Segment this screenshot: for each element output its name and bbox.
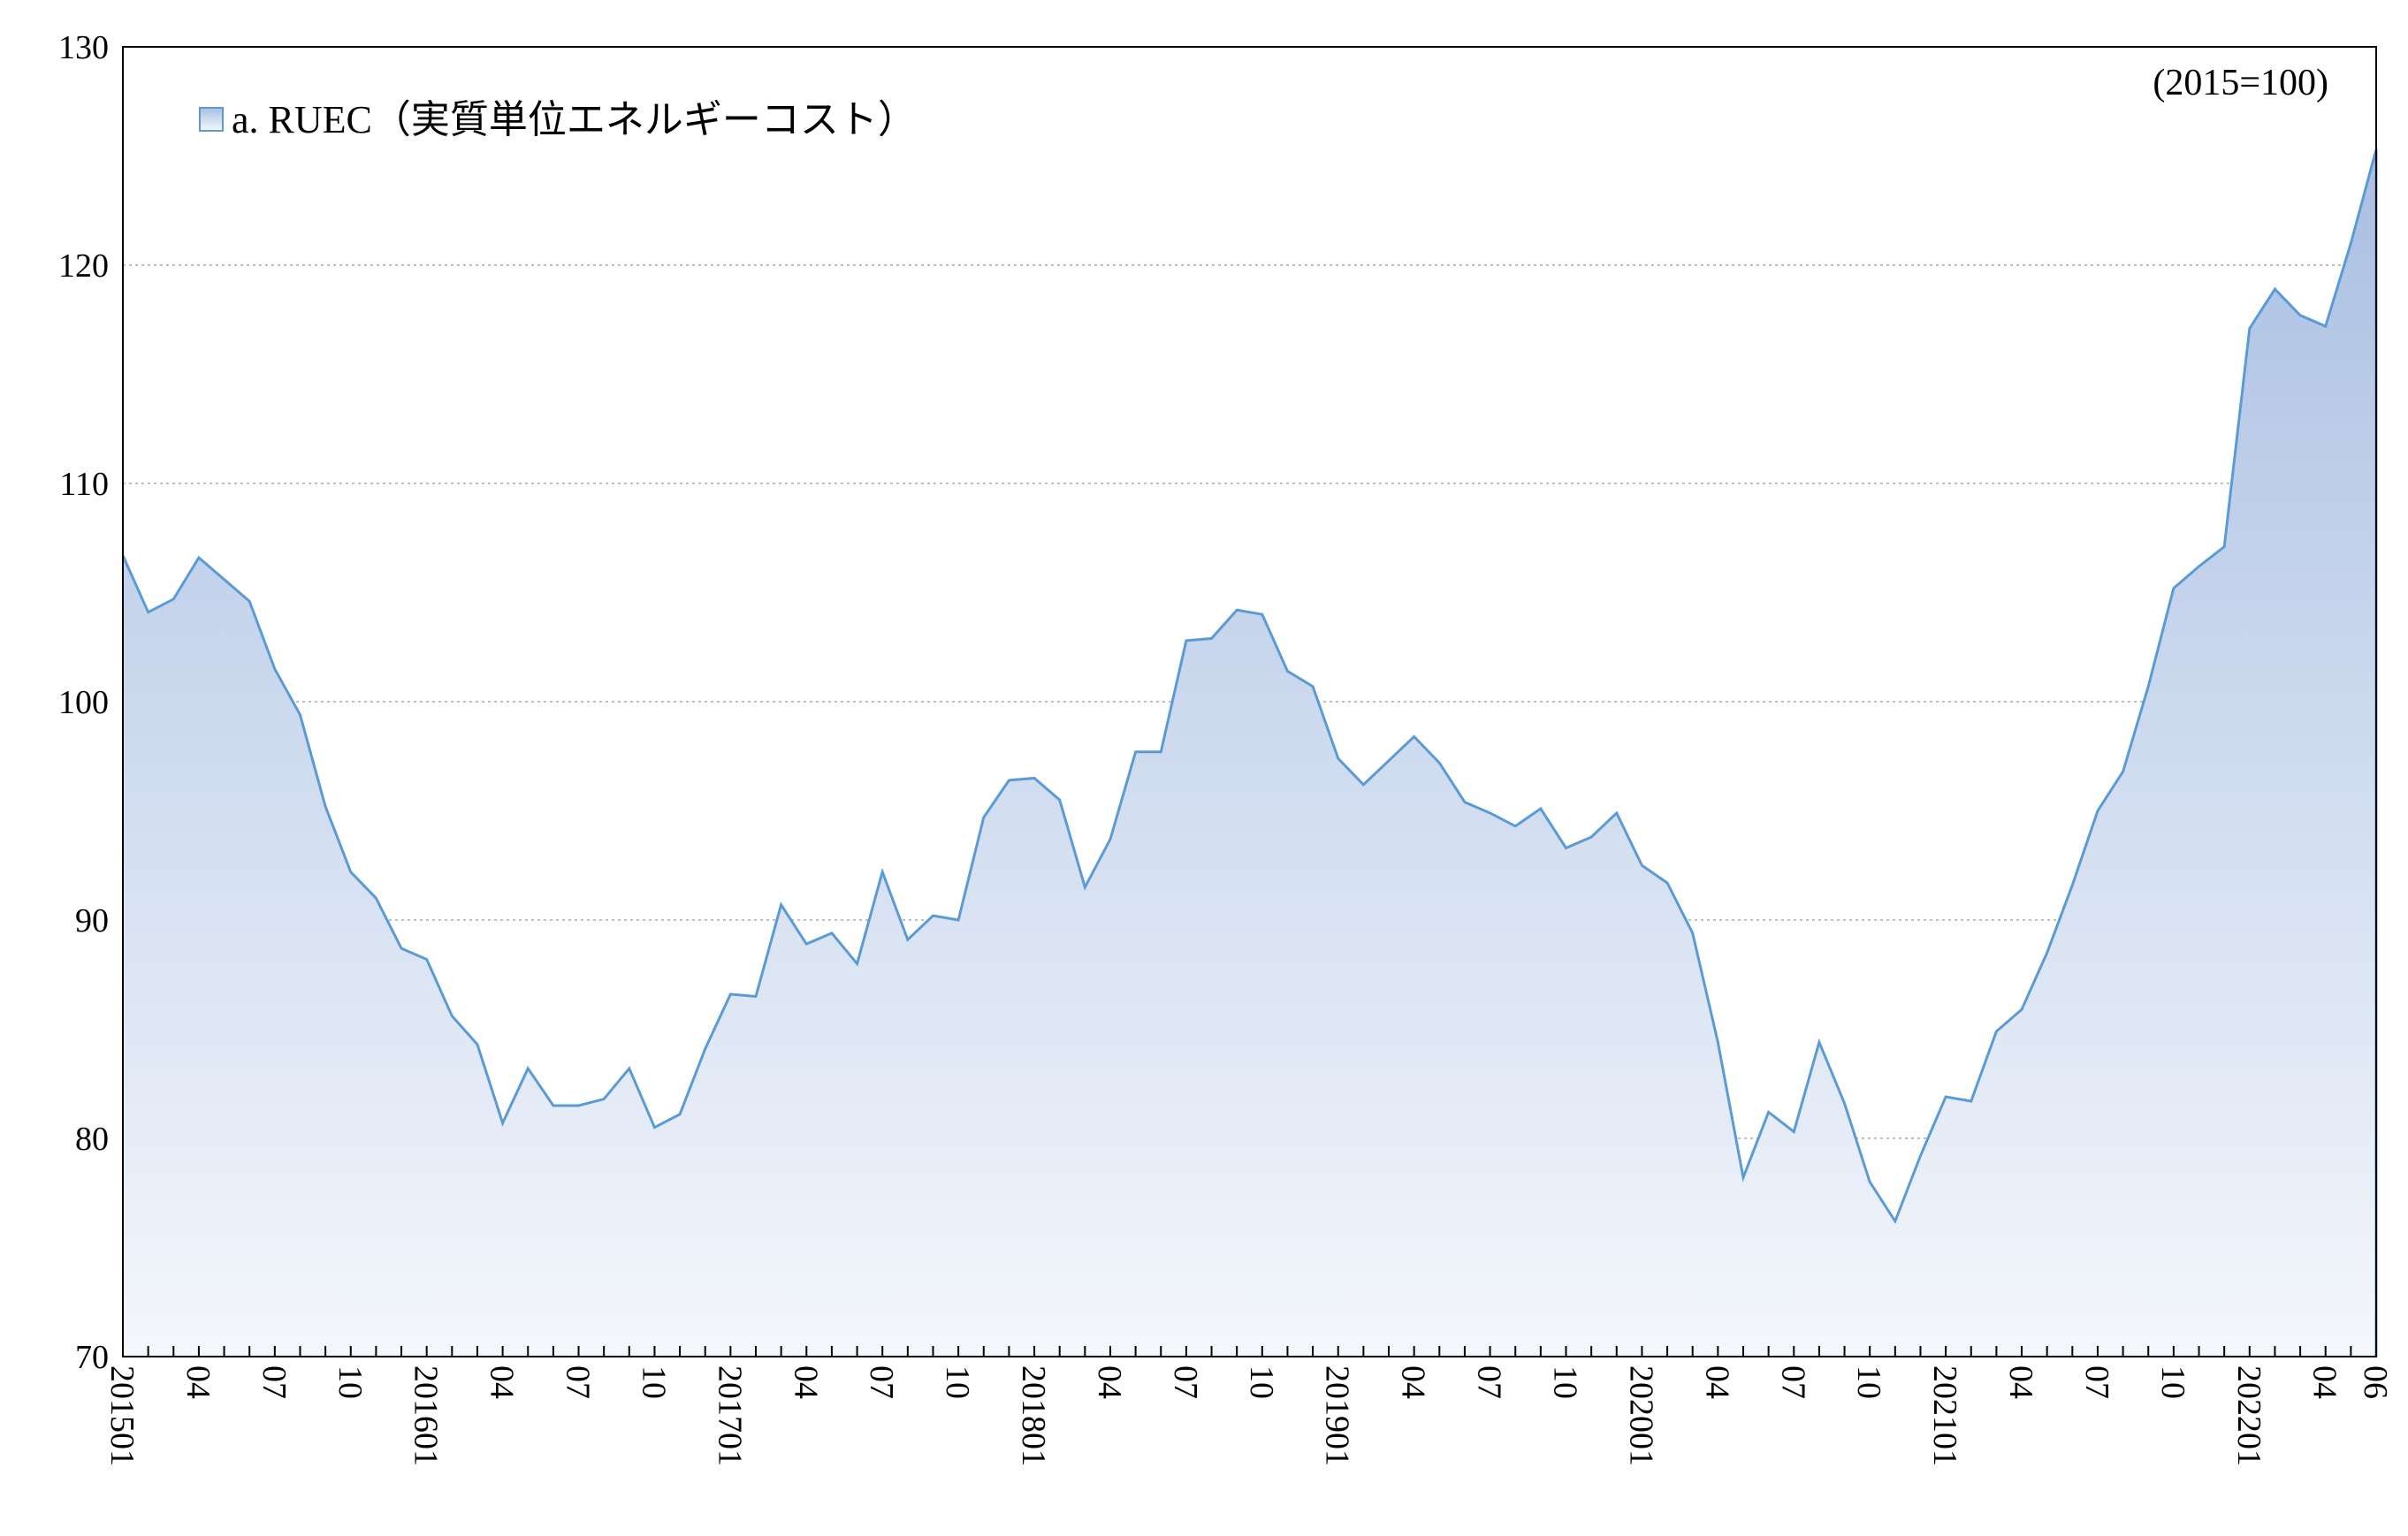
x-tick-label: 201801 (1015, 1365, 1052, 1466)
x-tick-label: 07 (2078, 1365, 2115, 1399)
x-tick-label: 202101 (1926, 1365, 1963, 1466)
y-tick-label: 90 (75, 902, 109, 939)
x-tick-label: 10 (635, 1365, 672, 1399)
x-tick-label: 10 (331, 1365, 369, 1399)
legend-swatch (199, 107, 224, 132)
base-year-note: (2015=100) (2153, 63, 2328, 103)
x-tick-label: 04 (1698, 1365, 1735, 1399)
x-tick-label: 04 (484, 1365, 521, 1399)
x-tick-label: 07 (1167, 1365, 1204, 1399)
x-tick-label: 202001 (1622, 1365, 1659, 1466)
y-axis-labels: 70 80 90 100 110 120 130 (58, 29, 109, 1376)
x-axis-ticks (122, 1346, 2377, 1357)
y-tick-label: 110 (59, 466, 109, 503)
x-tick-label: 04 (2306, 1365, 2343, 1399)
x-tick-label: 201901 (1319, 1365, 1356, 1466)
series-line (121, 148, 2378, 1357)
x-tick-label: 201501 (103, 1365, 141, 1466)
x-axis-labels: 201501 04 07 10 201601 04 07 10 201701 04 07 10 2018… (103, 1365, 2394, 1466)
x-tick-label: 07 (1774, 1365, 1811, 1399)
x-tick-label: 202201 (2230, 1365, 2267, 1466)
series-area-fill (123, 149, 2376, 1357)
legend: a. RUEC（実質単位エネルギーコスト） (199, 98, 917, 141)
x-tick-label: 07 (560, 1365, 597, 1399)
x-tick-label: 04 (2002, 1365, 2039, 1399)
x-tick-label: 06 (2357, 1365, 2394, 1399)
plot-frame (122, 46, 2377, 1357)
legend-label: a. RUEC（実質単位エネルギーコスト） (232, 98, 917, 141)
x-tick-label: 10 (2154, 1365, 2191, 1399)
x-tick-label: 07 (255, 1365, 293, 1399)
x-tick-label: 10 (939, 1365, 976, 1399)
x-tick-label: 10 (1850, 1365, 1887, 1399)
x-tick-label: 04 (1395, 1365, 1432, 1399)
x-tick-label: 07 (863, 1365, 900, 1399)
x-tick-label: 201701 (711, 1365, 748, 1466)
x-tick-label: 04 (1091, 1365, 1128, 1399)
x-tick-label: 10 (1547, 1365, 1584, 1399)
y-tick-label: 80 (75, 1121, 109, 1158)
x-tick-label: 07 (1471, 1365, 1508, 1399)
y-tick-label: 130 (58, 29, 109, 66)
x-tick-label: 10 (1243, 1365, 1280, 1399)
y-tick-label: 100 (58, 684, 109, 721)
y-tick-label: 70 (75, 1339, 109, 1376)
x-tick-label: 201601 (408, 1365, 445, 1466)
x-tick-label: 04 (787, 1365, 824, 1399)
y-tick-label: 120 (58, 247, 109, 285)
x-tick-label: 04 (179, 1365, 217, 1399)
